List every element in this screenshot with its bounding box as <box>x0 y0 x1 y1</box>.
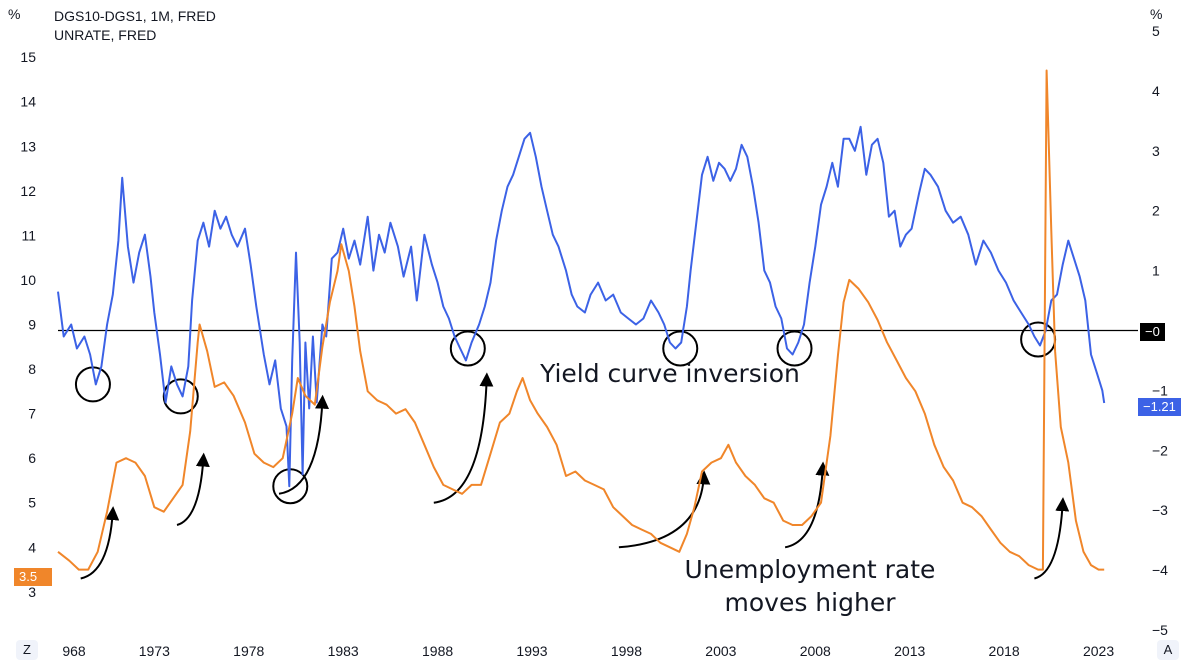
left-axis-tick-label: 12 <box>20 183 36 199</box>
curved-arrow <box>433 372 494 504</box>
legend-series-unrate: UNRATE, FRED <box>54 27 157 43</box>
right-axis-tick-label: −2 <box>1152 442 1168 458</box>
inversion-annotation: Yield curve inversion <box>540 359 800 388</box>
inversion-circle-marker <box>662 330 699 367</box>
unrate-last-value-tag: 3.5 <box>14 568 52 586</box>
x-axis-tick-label: 2013 <box>894 643 925 659</box>
x-axis-tick-label: 1978 <box>233 643 264 659</box>
x-axis-tick-label: 2018 <box>989 643 1020 659</box>
right-axis-tick-label: −5 <box>1152 622 1168 638</box>
x-axis-tick-label: 2003 <box>705 643 736 659</box>
inversion-circle-marker <box>449 330 486 367</box>
right-axis-tick-label: 2 <box>1152 203 1160 219</box>
left-axis-tick-label: 3 <box>28 584 36 600</box>
series-line-unrate <box>57 69 1105 571</box>
inversion-circle-marker <box>776 330 813 367</box>
chart-ticks: 3456789101112131415−5−4−3−2−101234596819… <box>20 23 1168 659</box>
left-axis-tick-label: 13 <box>20 138 36 154</box>
curved-arrow <box>278 394 330 495</box>
x-axis-tick-label: 1988 <box>422 643 453 659</box>
left-axis-tick-label: 9 <box>28 317 36 333</box>
x-axis-tick-label: 1973 <box>139 643 170 659</box>
curved-arrow <box>1034 497 1070 580</box>
left-axis-tick-label: 15 <box>20 49 36 65</box>
unemployment-annotation-line2: moves higher <box>724 588 896 617</box>
legend-series-spread: DGS10-DGS1, 1M, FRED <box>54 8 216 24</box>
right-axis-unit: % <box>1150 6 1163 22</box>
right-axis-tick-label: 4 <box>1152 83 1160 99</box>
curved-arrow <box>80 506 120 580</box>
right-axis-tick-label: −4 <box>1152 562 1168 578</box>
x-axis-tick-label: 968 <box>62 643 86 659</box>
chart-series <box>57 69 1138 571</box>
x-axis-tick-label: 2008 <box>800 643 831 659</box>
inversion-circle-marker <box>162 378 199 415</box>
right-axis-tick-label: 5 <box>1152 23 1160 39</box>
left-axis-tick-label: 7 <box>28 406 36 422</box>
x-axis-tick-label: 1998 <box>611 643 642 659</box>
left-axis-tick-label: 6 <box>28 450 36 466</box>
zero-line-tag: −0 <box>1140 323 1165 341</box>
curved-arrow <box>784 461 830 549</box>
series-line-spread <box>57 125 1106 488</box>
left-axis-tick-label: 5 <box>28 495 36 511</box>
x-axis-tick-label: 2023 <box>1083 643 1114 659</box>
unemployment-annotation-line1: Unemployment rate <box>684 555 936 584</box>
x-axis-tick-label: 1993 <box>516 643 547 659</box>
right-axis-tick-label: −1 <box>1152 382 1168 398</box>
spread-last-value-tag: −1.21 <box>1138 398 1181 416</box>
left-axis-tick-label: 11 <box>21 227 36 243</box>
right-axis-tick-label: −3 <box>1152 502 1168 518</box>
curved-arrow <box>176 452 210 526</box>
inversion-circle-marker <box>1020 321 1057 358</box>
x-axis-tick-label: 1983 <box>328 643 359 659</box>
left-axis-tick-label: 14 <box>20 94 36 110</box>
left-axis-tick-label: 8 <box>28 361 36 377</box>
curved-arrow <box>618 470 711 549</box>
left-axis-tick-label: 10 <box>20 272 36 288</box>
left-axis-unit: % <box>8 6 21 22</box>
right-axis-tick-label: 3 <box>1152 143 1160 159</box>
left-axis-tick-label: 4 <box>28 539 36 555</box>
right-axis-tick-label: 1 <box>1152 263 1160 279</box>
chart-annotations <box>74 321 1070 580</box>
auto-scale-button[interactable]: A <box>1157 640 1179 660</box>
zoom-toggle-button[interactable]: Z <box>16 640 38 660</box>
